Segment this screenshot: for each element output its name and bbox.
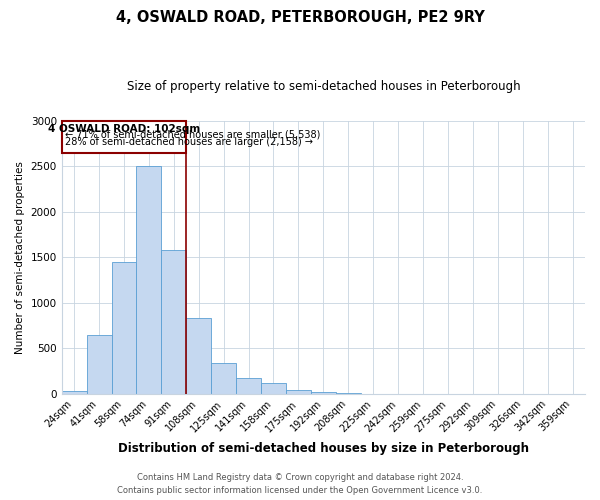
Bar <box>136 166 161 394</box>
Text: 4, OSWALD ROAD, PETERBOROUGH, PE2 9RY: 4, OSWALD ROAD, PETERBOROUGH, PE2 9RY <box>116 10 484 25</box>
Text: 4 OSWALD ROAD: 102sqm: 4 OSWALD ROAD: 102sqm <box>48 124 200 134</box>
Bar <box>112 262 136 394</box>
Bar <box>186 318 211 394</box>
Bar <box>211 363 236 394</box>
Title: Size of property relative to semi-detached houses in Peterborough: Size of property relative to semi-detach… <box>127 80 520 93</box>
Text: 28% of semi-detached houses are larger (2,158) →: 28% of semi-detached houses are larger (… <box>65 137 313 147</box>
Bar <box>236 378 261 394</box>
Bar <box>261 384 286 394</box>
Bar <box>62 120 186 154</box>
Bar <box>86 334 112 394</box>
Bar <box>62 390 86 394</box>
X-axis label: Distribution of semi-detached houses by size in Peterborough: Distribution of semi-detached houses by … <box>118 442 529 455</box>
Y-axis label: Number of semi-detached properties: Number of semi-detached properties <box>15 160 25 354</box>
Bar <box>161 250 186 394</box>
Bar <box>286 390 311 394</box>
Text: ← 71% of semi-detached houses are smaller (5,538): ← 71% of semi-detached houses are smalle… <box>65 130 321 140</box>
Bar <box>311 392 336 394</box>
Text: Contains HM Land Registry data © Crown copyright and database right 2024.
Contai: Contains HM Land Registry data © Crown c… <box>118 474 482 495</box>
